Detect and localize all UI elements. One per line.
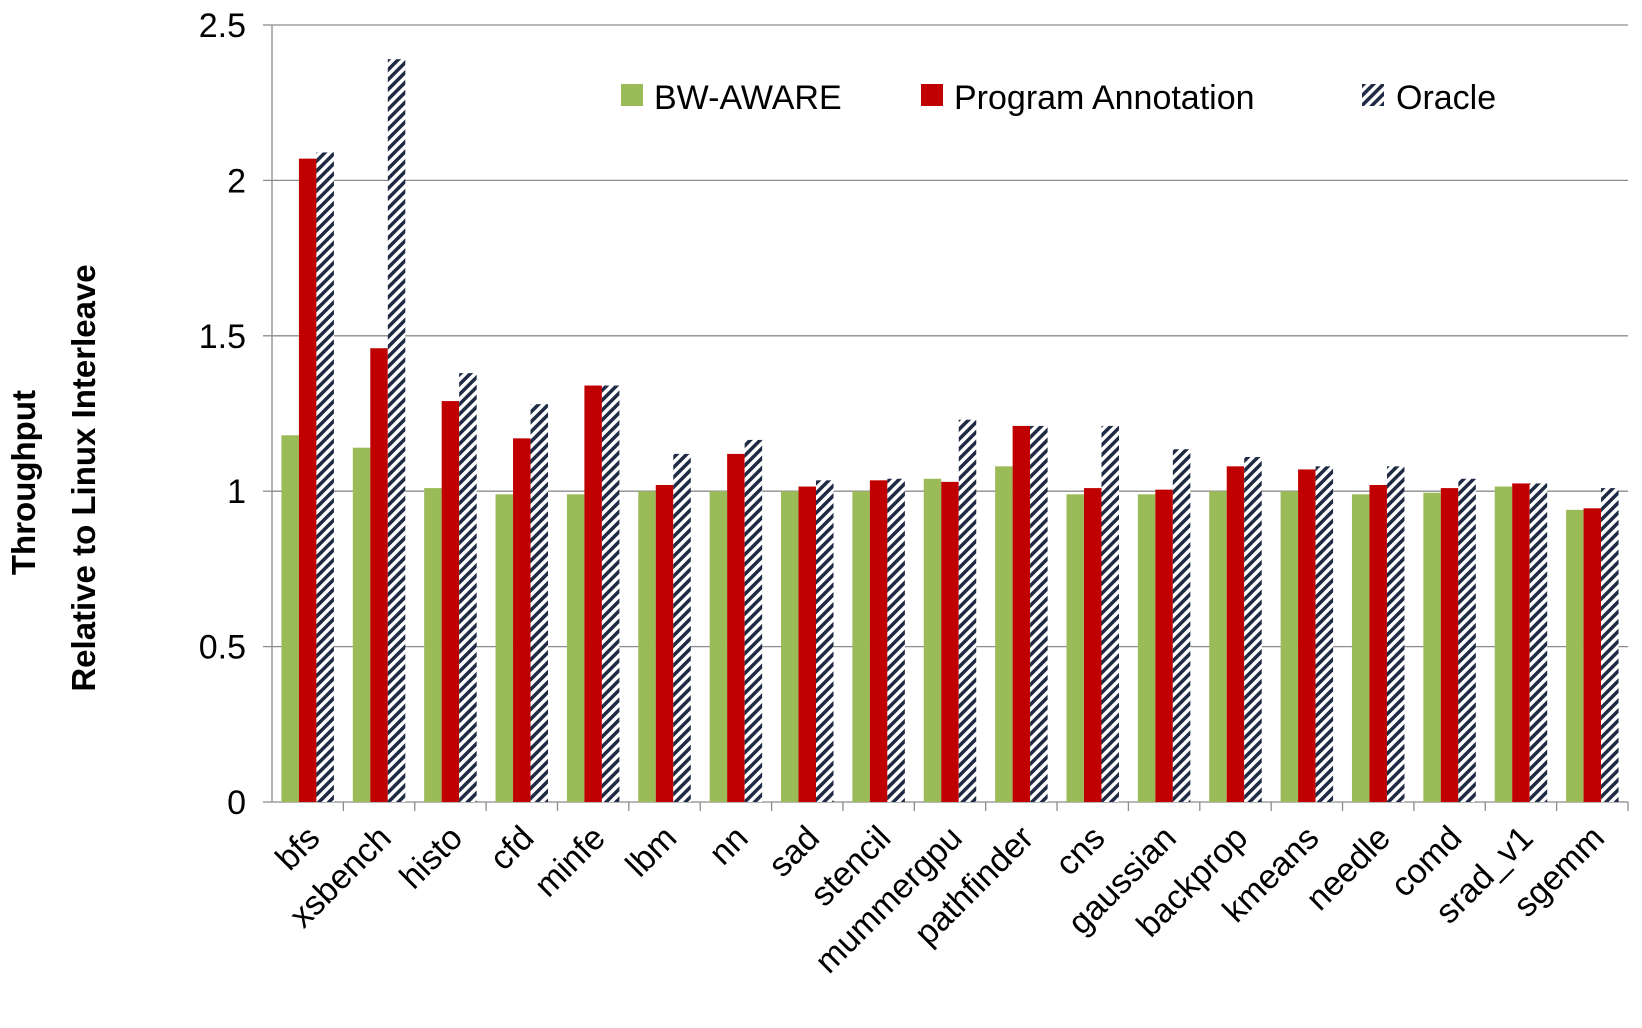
bar-program-annotation: [584, 385, 602, 802]
y-tick-label: 1.5: [199, 318, 246, 356]
bar-oracle: [1101, 425, 1119, 802]
bar-oracle: [1529, 483, 1548, 802]
bar-oracle: [1386, 466, 1405, 802]
bar-bw-aware: [495, 494, 514, 802]
bar-oracle: [958, 419, 977, 802]
x-tick-label: bfs: [268, 819, 327, 878]
bars: [281, 59, 1619, 803]
bar-oracle: [1601, 488, 1619, 802]
bar-program-annotation: [798, 486, 817, 802]
legend-label: Program Annotation: [954, 79, 1255, 117]
x-tick-label: nn: [702, 819, 756, 873]
bar-program-annotation: [370, 348, 388, 802]
bar-program-annotation: [1440, 488, 1459, 802]
bar-oracle: [744, 439, 763, 802]
bar-program-annotation: [1083, 488, 1102, 802]
bar-bw-aware: [1423, 492, 1441, 802]
bar-oracle: [816, 480, 834, 802]
legend-label: Oracle: [1396, 79, 1496, 117]
bar-bw-aware: [852, 491, 870, 802]
bar-oracle: [459, 373, 477, 802]
legend-label: BW-AWARE: [654, 79, 842, 117]
bar-bw-aware: [709, 491, 728, 802]
bar-program-annotation: [727, 453, 745, 802]
bar-oracle: [1172, 449, 1191, 802]
bar-oracle: [673, 453, 691, 802]
bar-program-annotation: [1012, 425, 1031, 802]
bar-program-annotation: [1298, 469, 1316, 802]
x-tick-label: cfd: [483, 819, 542, 878]
bar-bw-aware: [352, 447, 371, 802]
x-tick-label: histo: [392, 819, 470, 897]
bar-bw-aware: [1280, 491, 1299, 802]
y-tick-label: 2.5: [199, 7, 246, 45]
bar-bw-aware: [995, 466, 1013, 802]
bar-bw-aware: [1351, 494, 1370, 802]
bar-bw-aware: [281, 435, 299, 802]
y-axis-title: Throughput Relative to Linux Interleave: [5, 264, 102, 691]
bar-oracle: [887, 478, 905, 802]
bar-bw-aware: [1209, 491, 1227, 802]
bar-program-annotation: [1226, 466, 1245, 802]
legend-swatch: [621, 84, 643, 106]
y-tick-label: 1: [227, 473, 246, 511]
bar-bw-aware: [1066, 494, 1084, 802]
bar-bw-aware: [566, 494, 585, 802]
bar-program-annotation: [869, 480, 888, 802]
legend: BW-AWARE Program Annotation Oracle: [621, 79, 1496, 117]
bar-bw-aware: [638, 491, 656, 802]
bar-program-annotation: [298, 158, 317, 803]
bar-oracle: [387, 59, 406, 803]
bar-program-annotation: [441, 401, 460, 802]
x-tick-label: lbm: [619, 819, 685, 885]
bar-oracle: [1030, 425, 1048, 802]
bar-oracle: [1315, 466, 1334, 802]
x-tick-label: minfe: [527, 819, 613, 905]
bar-program-annotation: [513, 438, 531, 802]
bar-program-annotation: [655, 484, 674, 802]
bar-bw-aware: [1137, 494, 1156, 802]
y-tick-label: 0.5: [199, 629, 246, 667]
bar-bw-aware: [781, 491, 799, 802]
bar-oracle: [1458, 478, 1476, 802]
legend-swatch: [1362, 84, 1384, 106]
bar-bw-aware: [1566, 509, 1584, 802]
bar-bw-aware: [1494, 486, 1513, 802]
bar-oracle: [1244, 457, 1262, 802]
bar-program-annotation: [1512, 483, 1530, 802]
y-tick-label: 2: [227, 162, 246, 200]
y-tick-label: 0: [227, 784, 246, 822]
bar-program-annotation: [1369, 484, 1387, 802]
bar-bw-aware: [424, 488, 442, 802]
bar-oracle: [601, 385, 620, 802]
bar-program-annotation: [1155, 489, 1173, 802]
legend-swatch: [921, 84, 943, 106]
bar-oracle: [316, 152, 334, 803]
bar-bw-aware: [923, 478, 942, 802]
bar-program-annotation: [1583, 508, 1602, 802]
bar-oracle: [530, 404, 549, 802]
bar-program-annotation: [941, 481, 959, 802]
